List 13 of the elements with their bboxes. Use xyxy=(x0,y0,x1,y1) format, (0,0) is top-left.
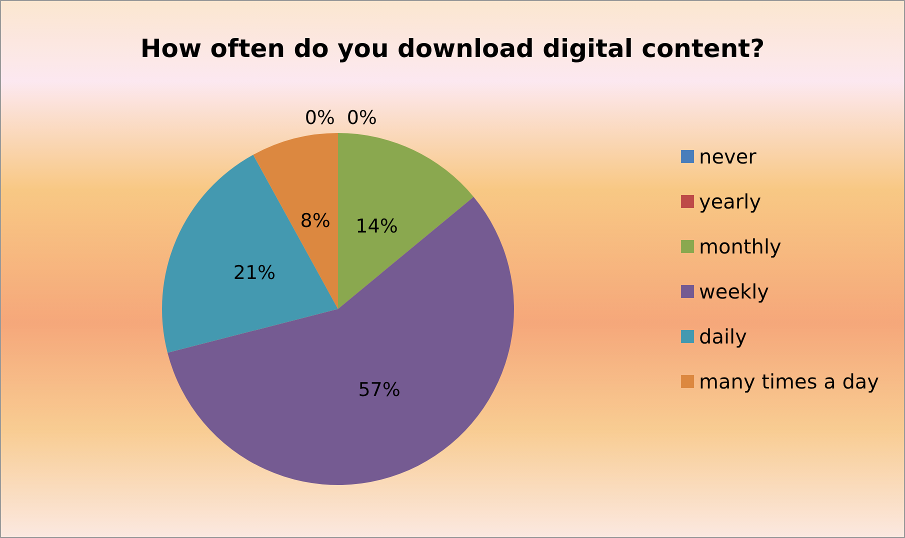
chart-title: How often do you download digital content? xyxy=(140,34,765,63)
data-label: 8% xyxy=(300,210,330,232)
text: 0% xyxy=(304,107,335,129)
legend-label: many times a day xyxy=(699,370,880,394)
legend-label: daily xyxy=(699,324,748,348)
data-label: 14% xyxy=(356,216,398,238)
legend-label: yearly xyxy=(699,190,762,214)
legend-label: monthly xyxy=(699,234,782,258)
data-label: 21% xyxy=(233,262,276,284)
data-label: 57% xyxy=(358,379,400,402)
legend-label: never xyxy=(699,144,758,168)
text: 0% xyxy=(346,107,377,129)
legend-label: weekly xyxy=(699,280,770,304)
